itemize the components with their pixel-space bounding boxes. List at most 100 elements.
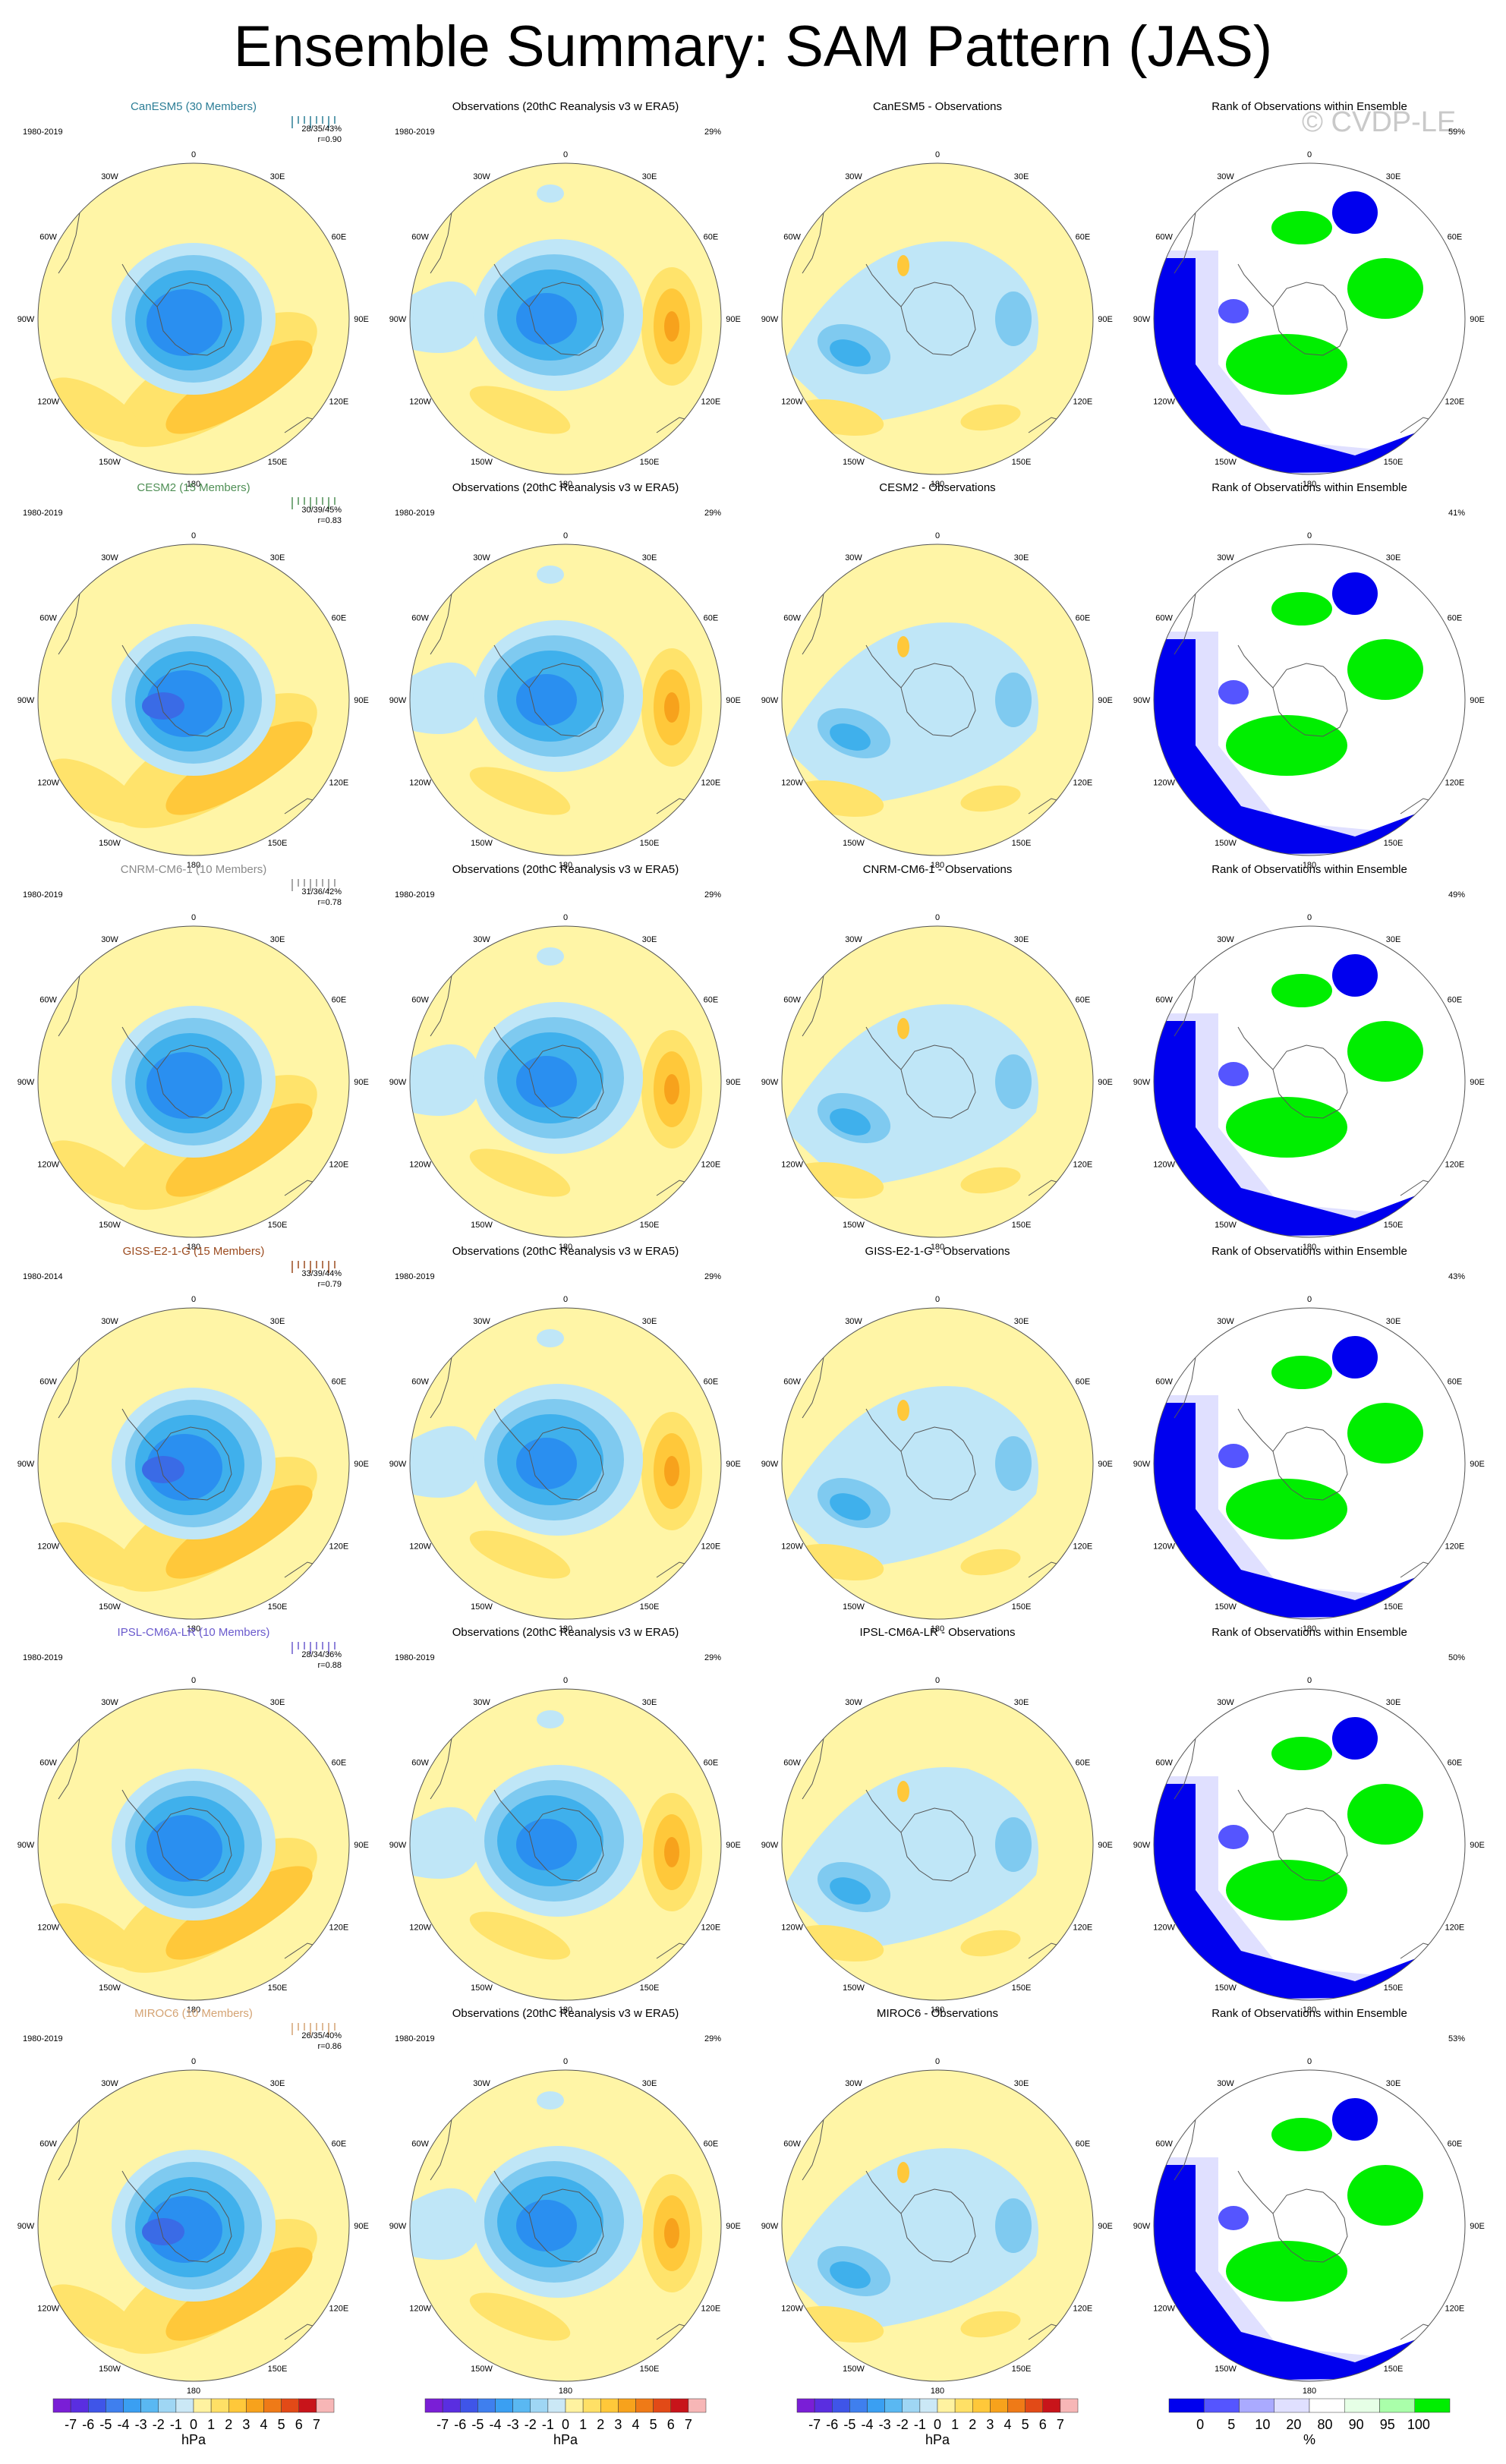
negative-anomaly-core: [516, 674, 577, 726]
peninsula-coastline: [121, 1789, 158, 1833]
map-field: [38, 1308, 349, 1619]
variance-pct: 29%: [704, 509, 721, 518]
lon-label: 120W: [409, 1542, 431, 1552]
negative-anomaly-north: [537, 2091, 564, 2110]
map-border: [37, 1688, 350, 2001]
map-field: [1154, 926, 1465, 1237]
rank-high-south: [1226, 1097, 1347, 1158]
difference-title: MIROC6 - Observations: [877, 2007, 998, 2020]
rank-mid-west: [1218, 299, 1249, 323]
colorbar-swatch: [618, 2398, 636, 2413]
negative-anomaly-pacific: [410, 1807, 482, 1879]
lon-label: 30E: [1014, 1317, 1029, 1326]
negative-anomaly-core: [516, 2200, 577, 2251]
colorbar-unit: hPa: [553, 2432, 578, 2447]
rank-high-north: [1271, 592, 1332, 625]
antarctica-coastline: [528, 1045, 604, 1119]
lon-label: 30E: [270, 1317, 285, 1326]
map-border: [1153, 925, 1466, 1238]
negative-difference-east: [995, 291, 1032, 346]
lon-label: 0: [191, 2057, 196, 2066]
lon-label: 60E: [332, 1759, 347, 1768]
positive-anomaly-core: [165, 721, 313, 815]
lon-label: 150W: [99, 458, 121, 467]
peninsula-coastline: [1237, 1408, 1274, 1452]
rank-low-region: [1154, 1784, 1465, 2000]
lon-label: 60E: [704, 233, 719, 242]
ensemble-stats: 28/35/43%: [301, 124, 342, 134]
colorbar-swatch: [246, 2398, 264, 2413]
negative-anomaly-pacific: [410, 1426, 482, 1498]
lon-label: 60E: [1076, 1759, 1091, 1768]
lon-label: 120W: [37, 2305, 59, 2314]
obs-title: Observations (20thC Reanalysis v3 w ERA5…: [452, 100, 679, 113]
lon-label: 30W: [101, 2079, 118, 2088]
map-panel-obs: [409, 162, 722, 475]
colorbar-label: 7: [313, 2417, 320, 2432]
lon-label: 120W: [37, 1924, 59, 1933]
lon-label: 60E: [332, 614, 347, 623]
lon-label: 180: [187, 2387, 200, 2396]
peninsula-coastline: [121, 1026, 158, 1070]
colorbar-swatch: [972, 2398, 991, 2413]
lon-label: 150E: [640, 1602, 660, 1612]
colorbar-label: -6: [82, 2417, 94, 2432]
lon-label: 120E: [1445, 1542, 1465, 1552]
period-label: 1980-2019: [23, 509, 63, 518]
lon-label: 30E: [1014, 1698, 1029, 1707]
negative-difference-region: [782, 241, 1039, 425]
lon-label: 30E: [1386, 2079, 1401, 2088]
period-label: 1980-2019: [395, 1653, 435, 1662]
positive-anomaly-east-peak: [664, 692, 679, 723]
rank-low-region: [1154, 639, 1465, 855]
peninsula-coastline: [121, 1408, 158, 1452]
colorbar-swatch: [281, 2398, 299, 2413]
lon-label: 0: [935, 2057, 940, 2066]
rank-title: Rank of Observations within Ensemble: [1211, 2007, 1407, 2020]
colorbar-label: 0: [562, 2417, 569, 2432]
map-panel-diff: [781, 162, 1094, 475]
colorbar-swatch: [954, 2398, 973, 2413]
lon-label: 90W: [17, 696, 35, 705]
positive-difference-peninsula: [897, 1018, 909, 1039]
lon-label: 60W: [411, 2140, 429, 2149]
lon-label: 150E: [268, 1221, 288, 1230]
map-field: [782, 1689, 1093, 2000]
lon-label: 60E: [332, 1378, 347, 1387]
lon-label: 180: [931, 2387, 944, 2396]
negative-difference-east: [995, 1817, 1032, 1872]
colorbar-swatch: [52, 2398, 71, 2413]
lon-label: 150E: [268, 458, 288, 467]
antarctica-coastline: [1272, 2188, 1348, 2263]
positive-anomaly-east-peak: [664, 1456, 679, 1486]
lon-label: 150E: [1012, 839, 1032, 848]
variance-pct: 29%: [704, 128, 721, 137]
lon-label: 60W: [783, 614, 801, 623]
lon-label: 120E: [329, 779, 349, 788]
colorbar-rank: 0 5 10 20 80 90 95 100%: [1168, 2398, 1451, 2447]
lon-label: 150W: [843, 2365, 865, 2374]
colorbar-label: -6: [454, 2417, 466, 2432]
lon-label: 120E: [329, 1542, 349, 1552]
colorbar-label: 2: [225, 2417, 232, 2432]
lon-label: 150E: [1384, 1983, 1404, 1993]
lon-label: 120W: [409, 1924, 431, 1933]
map-panel-obs: [409, 925, 722, 1238]
lon-label: 120W: [37, 398, 59, 407]
antarctica-coastline: [528, 1426, 604, 1501]
negative-anomaly-north: [537, 947, 564, 966]
lon-label: 60W: [39, 1759, 57, 1768]
colorbar-swatch: [884, 2398, 903, 2413]
rank-low-north: [1332, 2098, 1378, 2141]
lon-label: 0: [935, 1676, 940, 1685]
colorbar-label: -3: [879, 2417, 891, 2432]
lon-label: 60E: [332, 233, 347, 242]
negative-anomaly-core: [516, 1438, 577, 1489]
colorbar-unit: hPa: [925, 2432, 950, 2447]
lon-label: 30W: [473, 1317, 490, 1326]
lon-label: 120W: [409, 779, 431, 788]
lon-label: 120E: [1073, 2305, 1093, 2314]
colorbar-swatch: [582, 2398, 601, 2413]
colorbar-label: -6: [826, 2417, 838, 2432]
lon-label: 90W: [17, 315, 35, 324]
